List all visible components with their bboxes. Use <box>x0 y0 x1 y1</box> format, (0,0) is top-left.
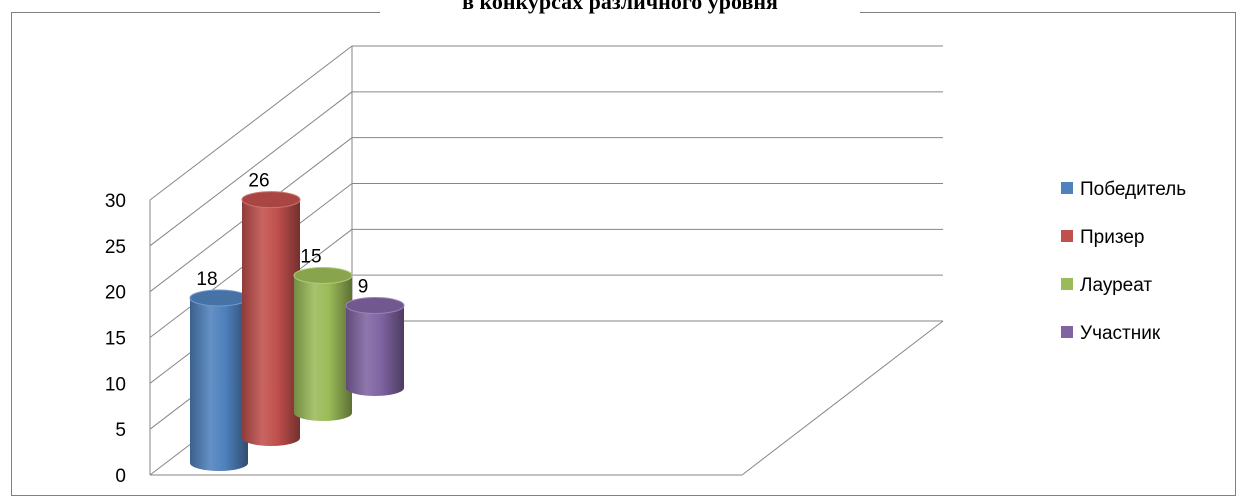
legend-swatch-1 <box>1061 182 1073 194</box>
legend-label-2: Призер <box>1080 227 1144 248</box>
bar-top-2 <box>241 191 301 209</box>
y-tick-label: 10 <box>105 374 126 395</box>
legend: Победитель Призер Лауреат Участник <box>1061 179 1186 344</box>
bar-1 <box>190 298 248 471</box>
legend-swatch-3 <box>1061 278 1073 290</box>
legend-label-3: Лауреат <box>1080 275 1152 296</box>
y-tick-label: 5 <box>115 420 126 441</box>
gridline-side <box>149 91 353 247</box>
y-tick-label: 25 <box>105 237 126 258</box>
y-tick-label: 30 <box>105 191 126 212</box>
bar-3 <box>294 275 352 421</box>
legend-swatch-2 <box>1061 230 1073 242</box>
bar-top-1 <box>189 289 249 307</box>
data-label-2: 26 <box>248 171 269 192</box>
bar-top-4 <box>345 297 405 314</box>
data-label-1: 18 <box>196 269 217 290</box>
bar-4 <box>346 305 404 396</box>
data-labels: 18 26 15 9 <box>196 171 368 298</box>
bars <box>189 191 405 471</box>
legend-label-1: Победитель <box>1080 179 1186 200</box>
chart-title: в конкурсах различного уровня <box>462 0 778 14</box>
bar-2 <box>242 199 300 446</box>
y-tick-label: 15 <box>105 329 126 350</box>
y-tick-label: 0 <box>115 466 126 487</box>
data-label-3: 15 <box>300 247 321 268</box>
y-tick-label: 20 <box>105 283 126 304</box>
legend-swatch-4 <box>1061 326 1073 338</box>
y-axis: 0 5 10 15 20 25 30 <box>105 191 126 487</box>
bar-top-3 <box>293 267 353 284</box>
gridline-side <box>149 45 353 201</box>
data-label-4: 9 <box>358 277 369 298</box>
title-background <box>380 0 860 13</box>
legend-label-4: Участник <box>1080 323 1161 344</box>
floor-right-edge <box>741 320 944 476</box>
